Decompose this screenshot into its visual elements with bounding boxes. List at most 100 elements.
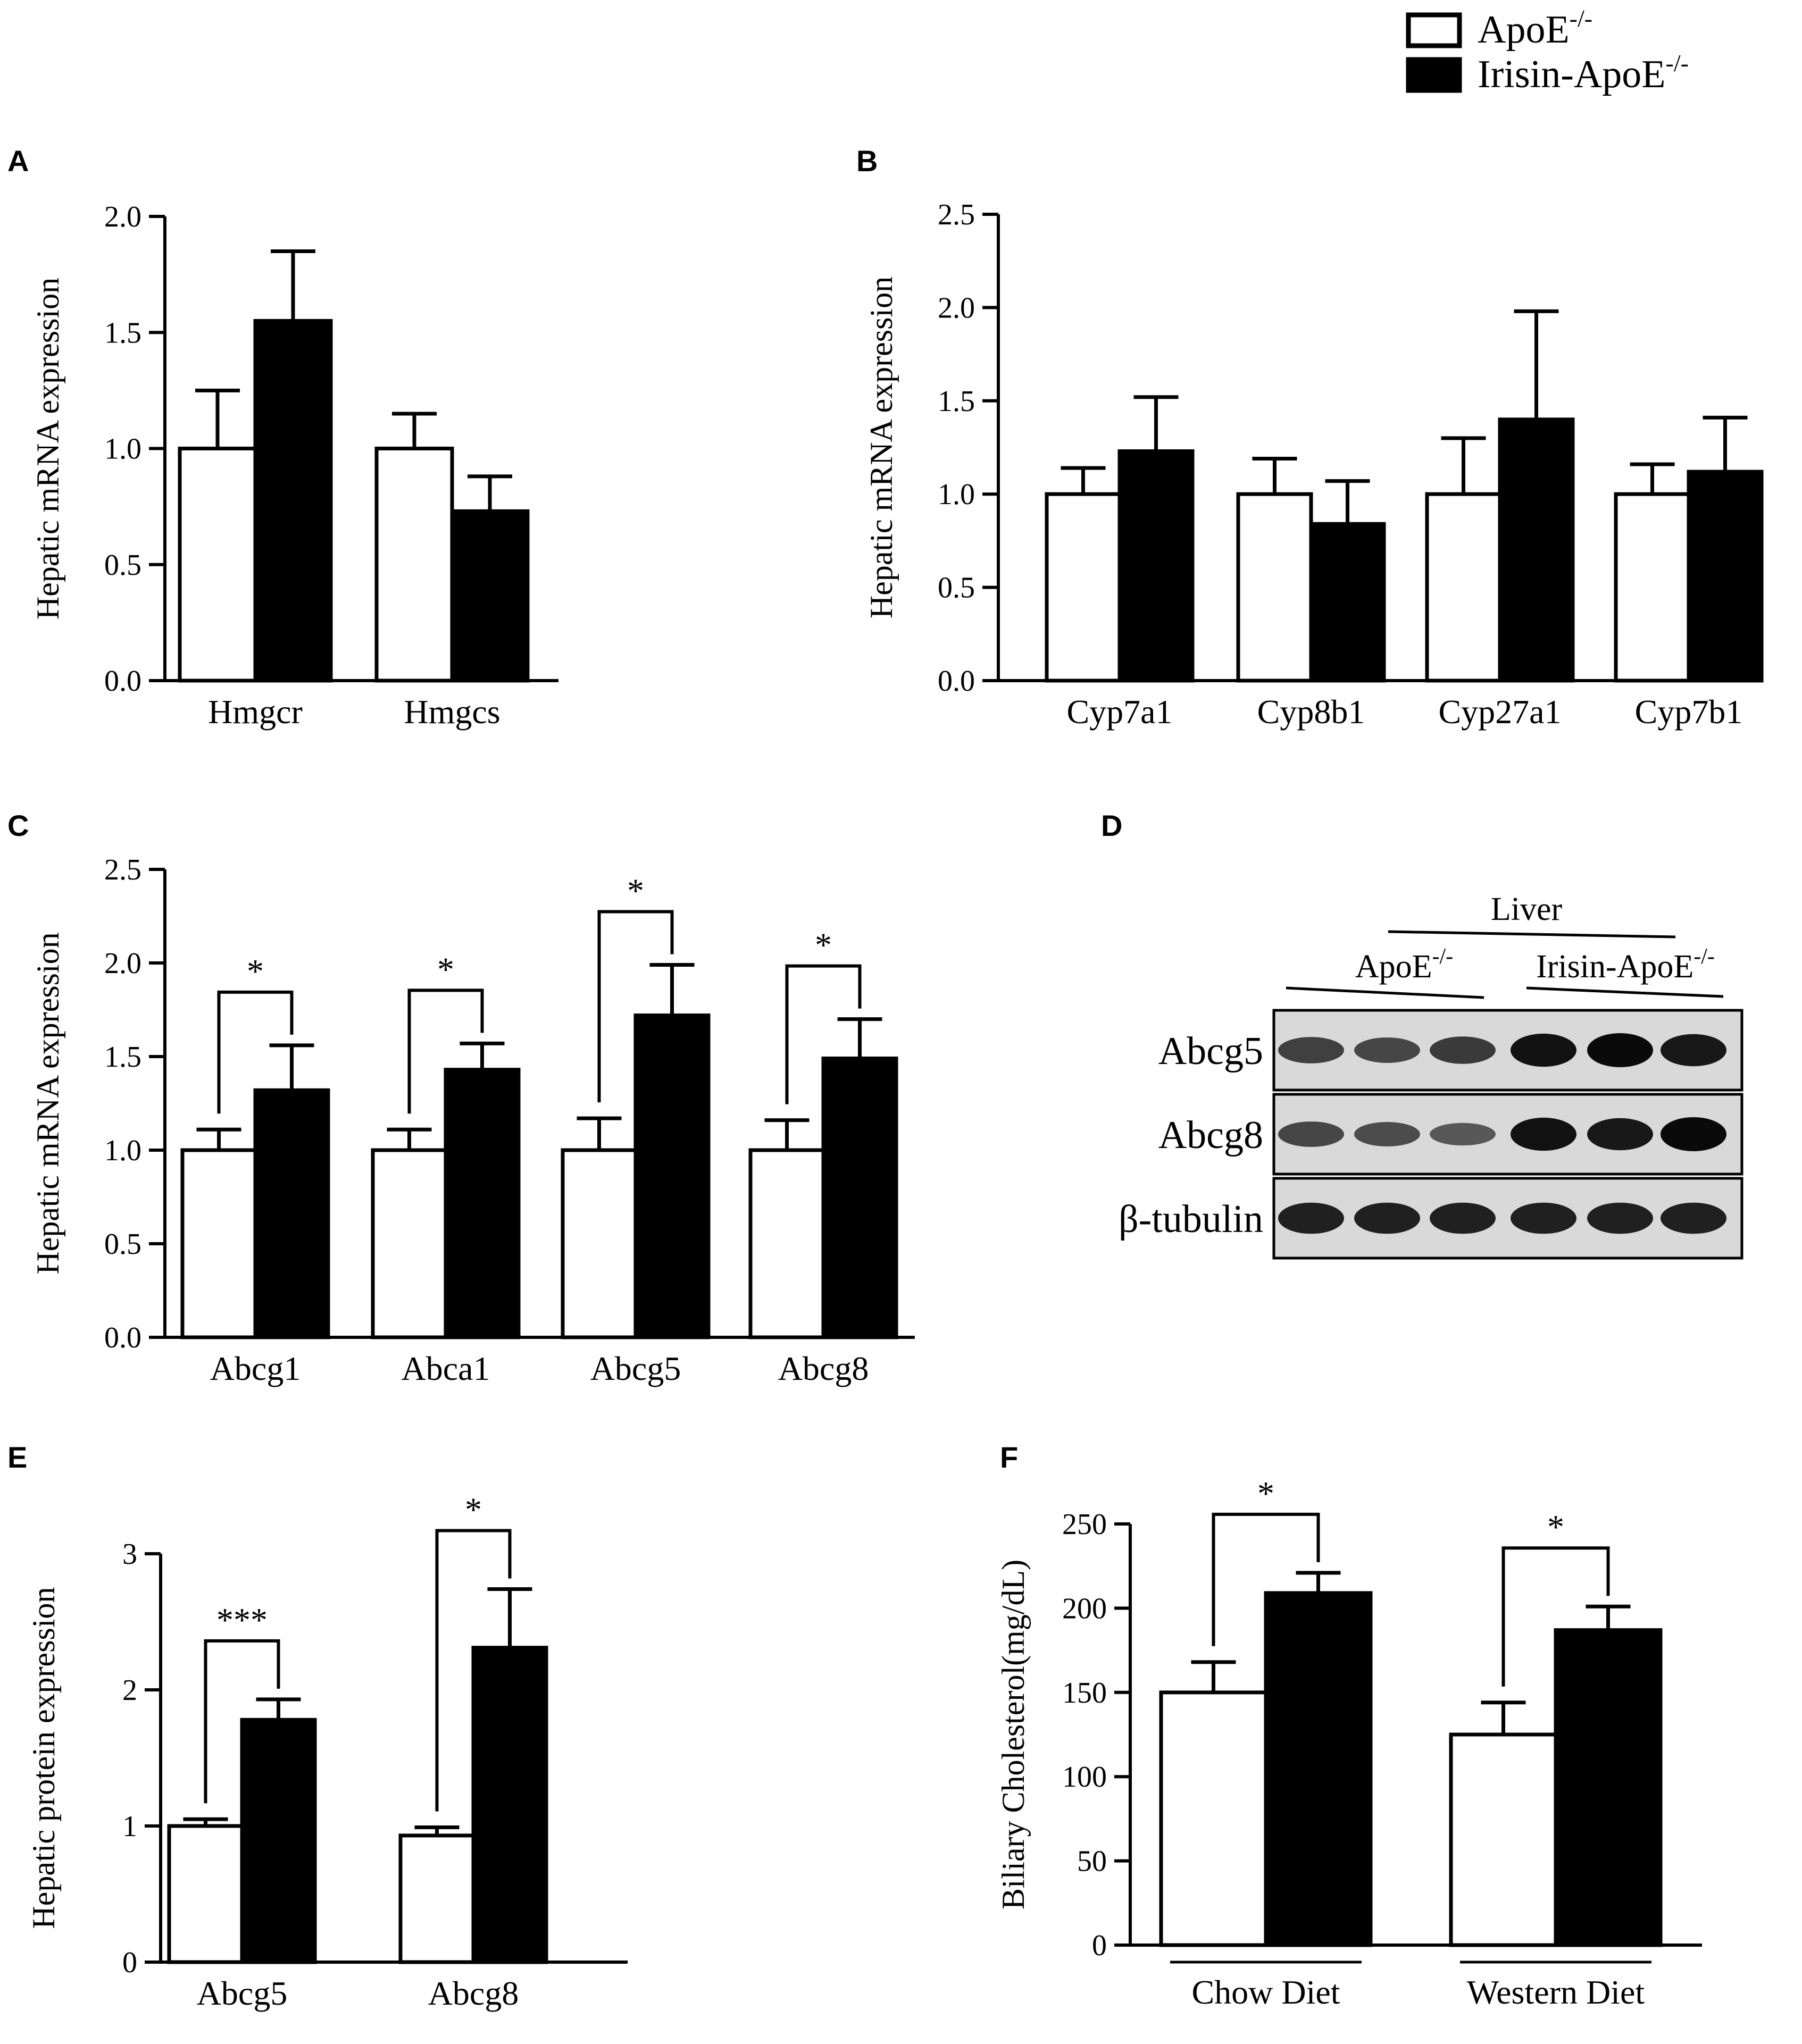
- panel-e-bar-irisin-abcg8: [471, 1646, 548, 1964]
- panel-f-bar-irisin-western-diet: [1554, 1628, 1663, 1947]
- panel-e-y-axis-title: Hepatic protein expression: [26, 1587, 61, 1929]
- panel-b-letter: B: [856, 144, 878, 178]
- blot-band: [1511, 1202, 1576, 1234]
- blot-tissue-line: [1388, 930, 1676, 939]
- panel-f-bar-apoe-western-diet: [1449, 1732, 1558, 1947]
- panel-b-y-tick-label: 1.5: [938, 385, 975, 418]
- panel-b-y-tick-label: 1.0: [938, 478, 975, 511]
- panel-f-y-tick-label: 250: [1062, 1508, 1107, 1541]
- panel-c-significance-bracket: [217, 990, 294, 1114]
- panel-b-y-tick-label: 2.0: [938, 291, 975, 324]
- panel-c-x-tick-label: Abcg5: [590, 1350, 681, 1387]
- panel-c-significance-marker: *: [437, 950, 454, 988]
- blot-band: [1661, 1117, 1726, 1151]
- legend-label-apoe: ApoE-/-: [1478, 5, 1592, 52]
- panel-c-bar-irisin-abcg5: [633, 1013, 711, 1339]
- panel-f-y-tick-label: 0: [1092, 1929, 1107, 1962]
- panel-a-y-axis-title: Hepatic mRNA expression: [30, 278, 65, 619]
- panel-c-y-tick-label: 1.0: [104, 1134, 141, 1167]
- panel-f-y-tick-label: 100: [1062, 1761, 1107, 1794]
- panel-b-bar-apoe-cyp7a1: [1045, 492, 1122, 683]
- blot-band: [1354, 1122, 1420, 1146]
- panel-c-x-tick-label: Abcg8: [778, 1350, 869, 1387]
- panel-f-letter: F: [1000, 1440, 1018, 1474]
- panel-b-y-tick-label: 2.5: [938, 198, 975, 231]
- blot-group-apoe: ApoE-/-: [1355, 944, 1453, 985]
- panel-c-y-axis-title: Hepatic mRNA expression: [30, 932, 65, 1274]
- panel-e-y-tick-label: 0: [122, 1946, 137, 1979]
- panel-e-y-tick-label: 2: [122, 1674, 137, 1707]
- panel-a-x-tick-label: Hmgcs: [404, 693, 500, 731]
- panel-e-significance-bracket: [204, 1639, 280, 1804]
- panel-c-significance-marker: *: [815, 926, 832, 964]
- panel-f-chart: F 0 50 100 150 200 250 Biliary Cholesterol(mg/d…: [996, 1440, 1702, 2011]
- blot-band: [1587, 1202, 1653, 1234]
- panel-c-bar-irisin-abcg1: [253, 1088, 330, 1339]
- blot-row-label--tubulin: β-tubulin: [1119, 1197, 1263, 1241]
- blot-band: [1354, 1037, 1420, 1063]
- blot-group-irisin-line: [1526, 986, 1724, 998]
- panel-b-x-tick-label: Cyp7a1: [1066, 693, 1172, 731]
- panel-b-bar-apoe-cyp27a1: [1425, 492, 1502, 683]
- panel-b-x-tick-label: Cyp7b1: [1635, 693, 1743, 731]
- panel-e-significance-marker: *: [465, 1491, 482, 1529]
- panel-c-y-tick-label: 2.5: [104, 853, 141, 886]
- panel-f-significance-marker: *: [1257, 1475, 1274, 1512]
- panel-c-y-tick-label: 0.5: [104, 1228, 141, 1261]
- blot-group-apoe-line: [1286, 986, 1484, 999]
- panel-d-western-blot: D Liver ApoE-/- Irisin-ApoE-/- Abcg5Abcg…: [1101, 809, 1743, 1260]
- blot-rows: Abcg5 Abcg8 β-tubulin: [1119, 1009, 1743, 1260]
- panel-b-bar-irisin-cyp8b1: [1309, 522, 1386, 683]
- panel-e-bar-apoe-abcg5: [167, 1824, 244, 1964]
- panel-b-y-axis-title: Hepatic mRNA expression: [864, 277, 899, 618]
- panel-a-y-tick-label: 0.0: [104, 665, 141, 698]
- panel-c-chart: C 0.0 0.5 1.0 1.5 2.0 2.5 Hepatic mRNA expressi…: [7, 809, 915, 1387]
- panel-letter-d: D: [1101, 809, 1122, 842]
- panel-c-y-tick-label: 0.0: [104, 1321, 141, 1354]
- legend: ApoE-/- Irisin-ApoE-/-: [1406, 5, 1689, 96]
- blot-band: [1278, 1121, 1344, 1147]
- panel-e-y-tick-label: 1: [122, 1810, 137, 1843]
- panel-f-significance-marker: *: [1547, 1508, 1564, 1546]
- blot-row-label-abcg8: Abcg8: [1158, 1113, 1263, 1157]
- legend-swatch-apoe: [1406, 12, 1462, 48]
- panel-a-bar-irisin-hmgcr: [253, 319, 333, 683]
- panel-e-x-tick-label: Abcg5: [197, 1974, 288, 2012]
- panel-a-y-tick-label: 1.0: [104, 433, 141, 466]
- panel-a-y-tick-label: 1.5: [104, 316, 141, 349]
- panel-b-bar-irisin-cyp27a1: [1498, 417, 1575, 683]
- panel-c-significance-bracket: [407, 989, 484, 1114]
- panel-b-x-tick-label: Cyp8b1: [1257, 693, 1365, 731]
- panel-c-x-tick-label: Abcg1: [210, 1350, 301, 1387]
- panel-f-y-tick-label: 50: [1077, 1845, 1107, 1878]
- panel-c-bar-apoe-abcg1: [180, 1148, 257, 1339]
- blot-band: [1354, 1202, 1420, 1234]
- panel-b-bar-apoe-cyp8b1: [1236, 492, 1313, 683]
- blot-group-irisin: Irisin-ApoE-/-: [1536, 944, 1715, 985]
- panel-c-bar-apoe-abca1: [371, 1148, 448, 1339]
- blot-band: [1587, 1118, 1653, 1151]
- panel-e-x-tick-label: Abcg8: [428, 1974, 519, 2012]
- legend-label-irisin: Irisin-ApoE-/-: [1478, 49, 1689, 96]
- panel-c-significance-bracket: [785, 964, 862, 1104]
- panel-a-bar-apoe-hmgcr: [178, 447, 257, 683]
- blot-band: [1587, 1033, 1653, 1067]
- panel-a-letter: A: [7, 144, 29, 178]
- panel-f-bar-irisin-chow-diet: [1264, 1591, 1373, 1947]
- panel-a-y-tick-label: 2.0: [104, 200, 141, 233]
- blot-band: [1511, 1117, 1576, 1151]
- panel-b-y-tick-label: 0.5: [938, 572, 975, 605]
- panel-c-significance-marker: *: [247, 952, 264, 990]
- legend-swatch-irisin: [1406, 57, 1462, 93]
- panel-e-bar-irisin-abcg5: [240, 1718, 317, 1964]
- blot-band: [1430, 1122, 1496, 1146]
- panel-b-bar-apoe-cyp7b1: [1614, 492, 1691, 683]
- panel-e-letter: E: [7, 1440, 27, 1474]
- panel-e-significance-marker: ***: [216, 1601, 268, 1639]
- blot-band: [1278, 1202, 1344, 1234]
- panel-a-chart: A 0.0 0.5 1.0 1.5 2.0 Hepatic mRNA expression H…: [7, 144, 558, 731]
- blot-band: [1430, 1202, 1496, 1234]
- panel-f-significance-bracket: [1501, 1546, 1610, 1687]
- panel-a-y-tick-label: 0.5: [104, 549, 141, 582]
